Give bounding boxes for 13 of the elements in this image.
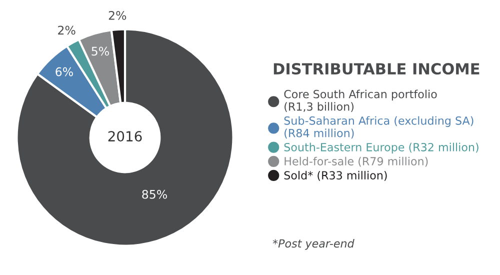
- legend-label: Held-for-sale (R79 million): [284, 156, 428, 167]
- data-label: 6%: [56, 67, 73, 76]
- legend-label: South-Eastern Europe (R32 million): [284, 142, 478, 154]
- legend-label: Sub-Saharan Africa (excluding SA) (R84 million): [284, 116, 474, 139]
- data-label: 2%: [108, 10, 126, 20]
- text: 2016: [108, 131, 142, 142]
- legend-label: Core South African portfolio (R1,3 billion): [284, 90, 437, 112]
- data-label: 2%: [58, 26, 76, 35]
- text: DISTRIBUTABLE INCOME: [274, 63, 480, 75]
- text: *Post year-end: [272, 239, 354, 250]
- data-label: 85%: [142, 190, 167, 199]
- data-label: 5%: [92, 46, 109, 56]
- legend-label: Sold* (R33 million): [284, 170, 387, 181]
